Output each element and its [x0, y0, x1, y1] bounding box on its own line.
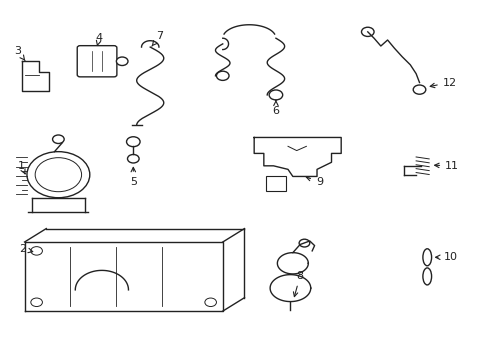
Bar: [265, 176, 285, 191]
Text: 12: 12: [429, 77, 456, 88]
Circle shape: [35, 158, 81, 192]
Ellipse shape: [422, 268, 431, 285]
Text: 10: 10: [435, 252, 457, 262]
Text: 8: 8: [293, 271, 303, 297]
Text: 7: 7: [151, 31, 163, 46]
Circle shape: [412, 85, 425, 94]
Circle shape: [216, 71, 228, 80]
Circle shape: [53, 135, 64, 144]
Text: 6: 6: [272, 100, 279, 116]
Circle shape: [116, 57, 128, 66]
Circle shape: [361, 27, 373, 36]
Text: 4: 4: [96, 32, 103, 45]
Text: 2: 2: [20, 244, 33, 254]
FancyBboxPatch shape: [77, 46, 117, 77]
Circle shape: [126, 137, 140, 147]
Ellipse shape: [422, 249, 431, 266]
Text: 1: 1: [18, 161, 25, 174]
Text: 11: 11: [434, 161, 458, 171]
Circle shape: [299, 239, 309, 247]
Text: 9: 9: [305, 176, 323, 187]
Circle shape: [268, 90, 282, 100]
Circle shape: [204, 298, 216, 306]
Circle shape: [31, 298, 42, 306]
Circle shape: [31, 247, 42, 255]
Text: 5: 5: [129, 167, 137, 187]
Circle shape: [127, 154, 139, 163]
Circle shape: [27, 152, 90, 198]
Text: 3: 3: [14, 46, 25, 60]
